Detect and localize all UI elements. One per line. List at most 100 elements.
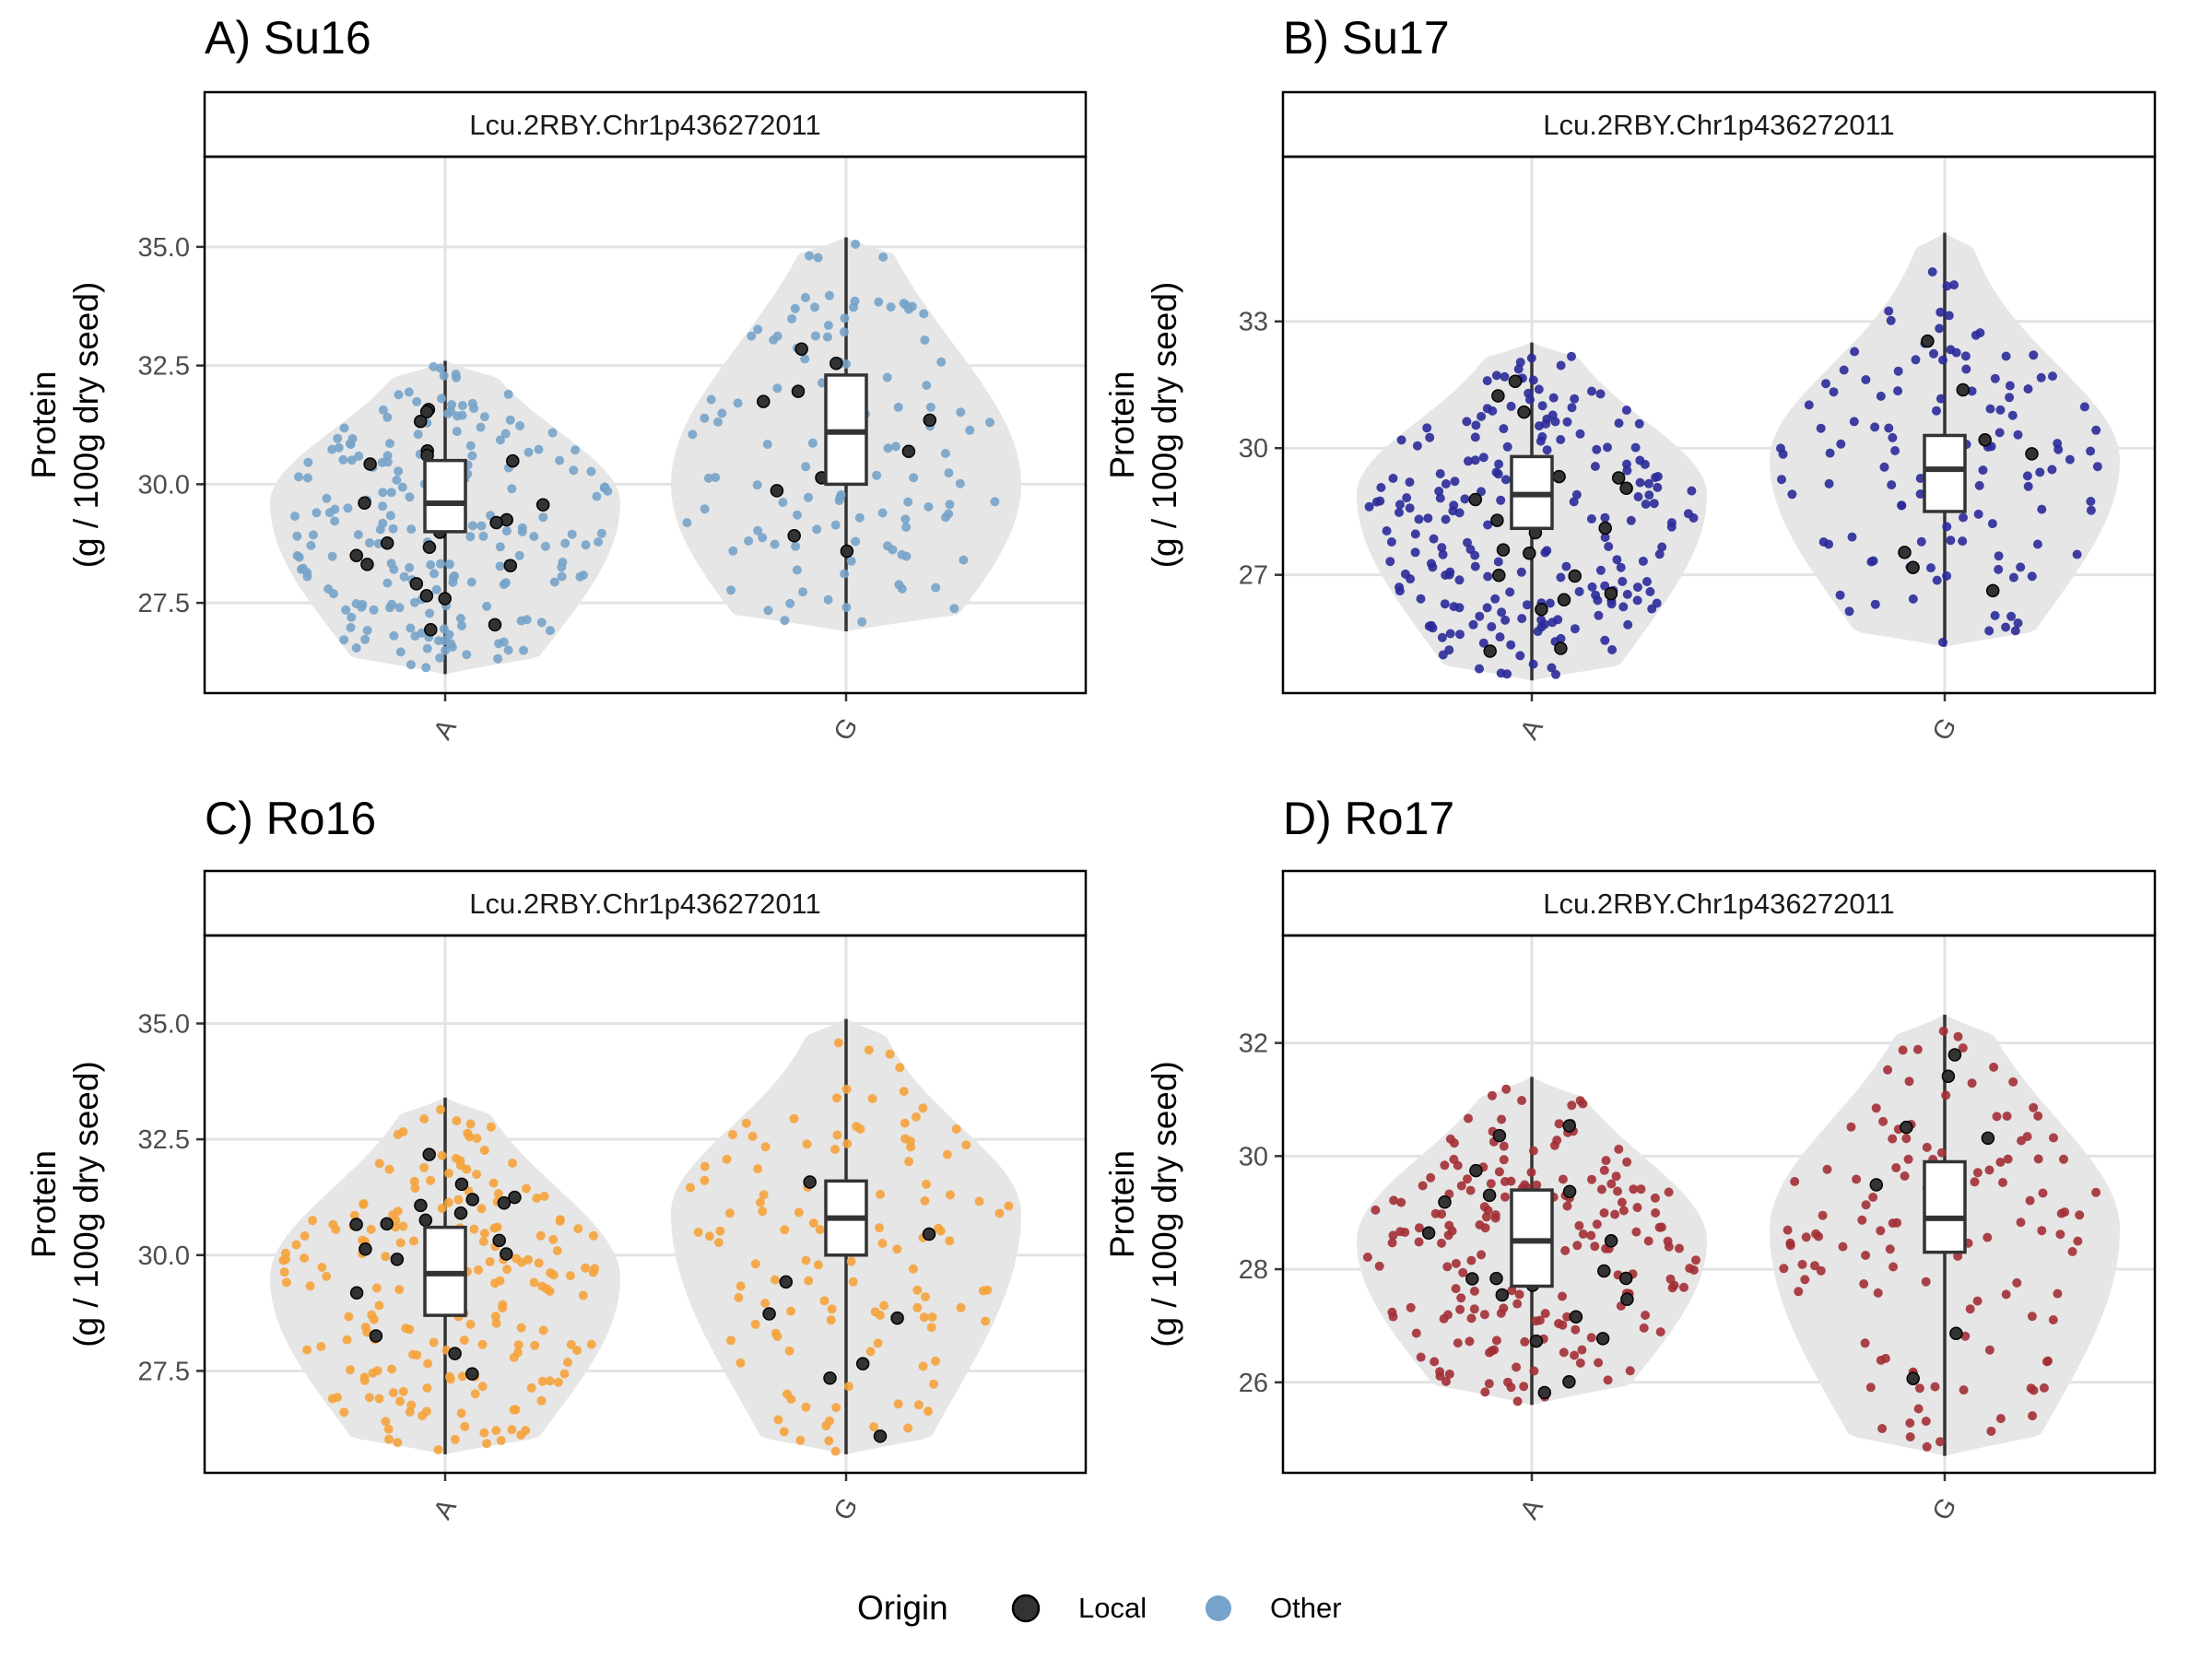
- point-other: [397, 482, 407, 492]
- point-local: [840, 544, 854, 559]
- point-other: [1394, 508, 1404, 517]
- point-other: [789, 1113, 799, 1124]
- point-local: [349, 1286, 364, 1300]
- point-other: [1603, 1375, 1613, 1385]
- point-local: [1898, 546, 1912, 559]
- point-other: [1542, 546, 1552, 556]
- facet-strip-label: Lcu.2RBY.Chr1p436272011: [469, 888, 821, 920]
- y-axis-title-line1: Protein: [25, 371, 63, 478]
- point-other: [536, 618, 547, 628]
- point-other: [394, 466, 404, 477]
- point-other: [388, 1388, 398, 1398]
- point-other: [912, 1302, 923, 1312]
- point-other: [801, 1255, 811, 1265]
- y-tick-label: 26: [1239, 1369, 1268, 1398]
- point-other: [1514, 1289, 1524, 1300]
- point-other: [501, 526, 512, 536]
- point-other: [1953, 1031, 1963, 1041]
- point-other: [713, 1238, 724, 1248]
- point-local: [1495, 1288, 1510, 1302]
- point-other: [1884, 423, 1894, 433]
- point-other: [2047, 465, 2057, 475]
- point-local: [465, 1367, 479, 1381]
- point-local: [454, 1177, 469, 1192]
- point-other: [1614, 418, 1624, 429]
- point-local: [448, 1347, 462, 1360]
- point-local: [1468, 492, 1483, 507]
- point-other: [870, 1307, 880, 1317]
- point-other: [1916, 536, 1926, 547]
- point-other: [1974, 480, 1984, 490]
- point-local: [890, 1311, 904, 1325]
- point-other: [330, 516, 340, 526]
- point-other: [1465, 545, 1476, 555]
- point-other: [1528, 375, 1538, 385]
- point-other: [1641, 1311, 1651, 1320]
- point-other: [713, 417, 723, 427]
- point-other: [831, 1403, 841, 1413]
- point-other: [405, 492, 415, 502]
- point-other: [1491, 1335, 1501, 1346]
- point-other: [1876, 1355, 1886, 1365]
- point-other: [302, 473, 312, 483]
- point-other: [1973, 509, 1983, 519]
- x-tick-label: G: [1927, 713, 1963, 747]
- point-other: [388, 524, 398, 534]
- point-other: [752, 480, 762, 490]
- point-other: [490, 1278, 500, 1288]
- panel-4: D) Ro17 Lcu.2RBY.Chr1p436272011 26 28 30 32 Pr…: [1103, 793, 2157, 1525]
- point-local: [1492, 1128, 1507, 1143]
- point-other: [1499, 1141, 1509, 1151]
- point-local: [779, 1275, 794, 1289]
- point-other: [373, 538, 383, 548]
- point-other: [741, 1118, 751, 1128]
- point-other: [1497, 1114, 1507, 1124]
- y-tick-label: 32.5: [138, 1125, 190, 1155]
- point-other: [1818, 537, 1829, 547]
- point-other: [908, 1264, 918, 1274]
- point-other: [1989, 1062, 1999, 1072]
- point-other: [317, 1263, 327, 1272]
- point-other: [281, 1277, 291, 1288]
- point-other: [470, 1389, 480, 1399]
- point-other: [392, 475, 402, 485]
- point-other: [1936, 307, 1946, 317]
- point-local: [369, 1329, 383, 1343]
- point-other: [2006, 611, 2017, 621]
- point-other: [1629, 1184, 1639, 1194]
- point-other: [1633, 492, 1643, 501]
- point-other: [945, 500, 955, 510]
- point-other: [840, 313, 850, 324]
- point-other: [1571, 489, 1582, 500]
- point-other: [1517, 614, 1527, 624]
- point-other: [929, 1379, 938, 1389]
- point-other: [292, 531, 302, 541]
- point-other: [920, 335, 930, 345]
- point-other: [279, 1267, 289, 1277]
- point-other: [824, 1436, 834, 1446]
- point-other: [1570, 394, 1580, 404]
- y-axis: 26 28 30 32 Protein (g / 100g dry seed): [1103, 1030, 1283, 1398]
- point-other: [753, 525, 763, 535]
- point-other: [886, 302, 896, 312]
- panel-border: [203, 934, 1088, 1475]
- point-other: [1922, 1441, 1932, 1452]
- point-other: [419, 1162, 429, 1172]
- point-other: [961, 1140, 971, 1150]
- point-other: [334, 442, 344, 453]
- point-other: [1622, 1157, 1632, 1167]
- point-other: [529, 1277, 539, 1288]
- point-other: [367, 1310, 377, 1320]
- point-other: [447, 400, 456, 409]
- point-other: [366, 1224, 376, 1234]
- boxplot-box: [1923, 1159, 1967, 1254]
- point-other: [1915, 474, 1925, 483]
- point-other: [1533, 627, 1543, 637]
- point-other: [1502, 669, 1512, 679]
- point-other: [895, 1063, 905, 1073]
- point-other: [1441, 479, 1451, 488]
- point-other: [563, 1358, 572, 1368]
- point-other: [1972, 1168, 1983, 1178]
- point-other: [586, 1339, 596, 1349]
- point-other: [1462, 417, 1472, 427]
